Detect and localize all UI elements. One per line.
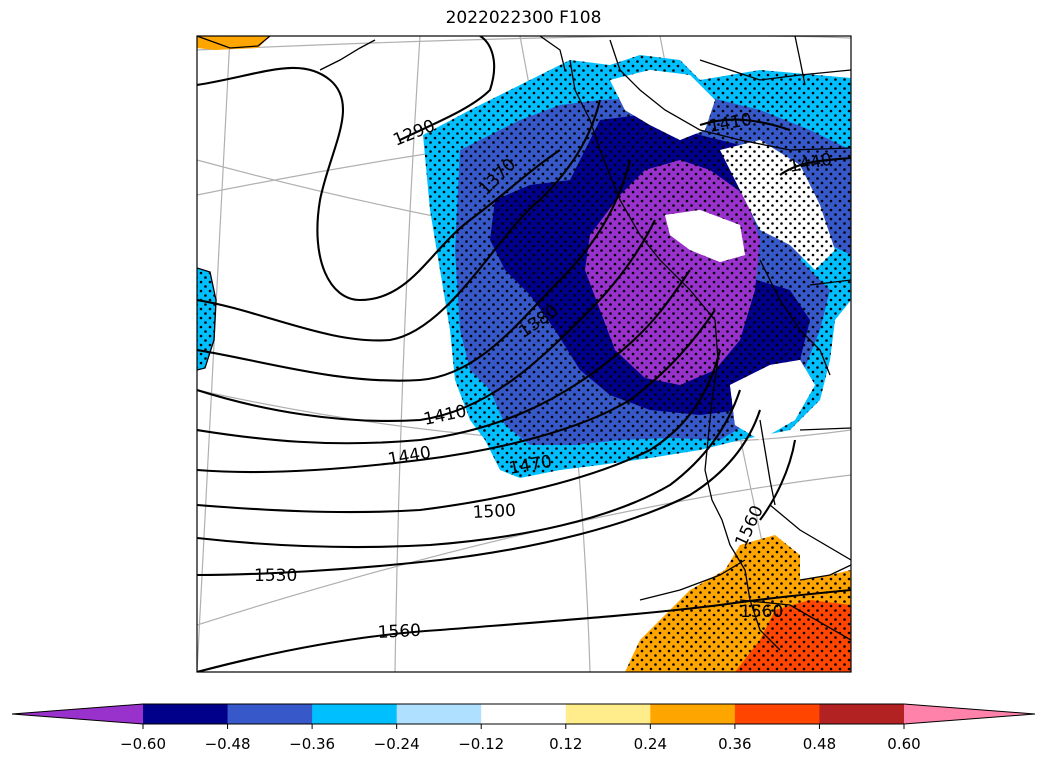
contour-label: 1560 <box>377 621 421 643</box>
colorbar-tick-label: 0.60 <box>887 735 920 753</box>
map-frame <box>196 35 852 673</box>
colorbar-tick-label: 0.12 <box>549 735 582 753</box>
contour-label: 1530 <box>254 566 297 586</box>
colorbar-segment <box>143 704 229 724</box>
colorbar-extend-high <box>904 704 1035 724</box>
contour-label: 1410 <box>422 401 468 430</box>
colorbar-segment <box>396 704 482 724</box>
colorbar-segment <box>481 704 567 724</box>
map-title: 2022022300 F108 <box>445 8 602 28</box>
contour-label: 1560 <box>740 602 783 622</box>
colorbar-segment <box>819 704 905 724</box>
colorbar-segment <box>565 704 651 724</box>
colorbar-tick-label: −0.36 <box>289 735 335 753</box>
colorbar-tick-label: −0.12 <box>458 735 504 753</box>
colorbar-tick-label: −0.48 <box>205 735 251 753</box>
colorbar-segment <box>227 704 313 724</box>
white-holes <box>610 70 815 440</box>
colorbar-tick-label: 0.24 <box>634 735 667 753</box>
colorbar-extend-low <box>12 704 143 724</box>
colorbar-segment <box>650 704 736 724</box>
colorbar-tick-label: −0.24 <box>374 735 420 753</box>
map-panel: 1290 1370 1380 1410 1440 1470 1500 1530 … <box>197 36 851 672</box>
height-contours <box>197 36 851 672</box>
colorbar: −0.60 −0.48 −0.36 −0.24 −0.12 0.12 0.24 0.36 0.4… <box>11 703 1036 753</box>
contour-label: 1500 <box>472 501 516 523</box>
contour-label: 1440 <box>386 443 432 470</box>
colorbar-segment <box>734 704 820 724</box>
colorbar-tick-label: −0.60 <box>120 735 166 753</box>
colorbar-tick-label: 0.36 <box>718 735 751 753</box>
colorbar-segment <box>312 704 398 724</box>
colorbar-tick-label: 0.48 <box>803 735 836 753</box>
